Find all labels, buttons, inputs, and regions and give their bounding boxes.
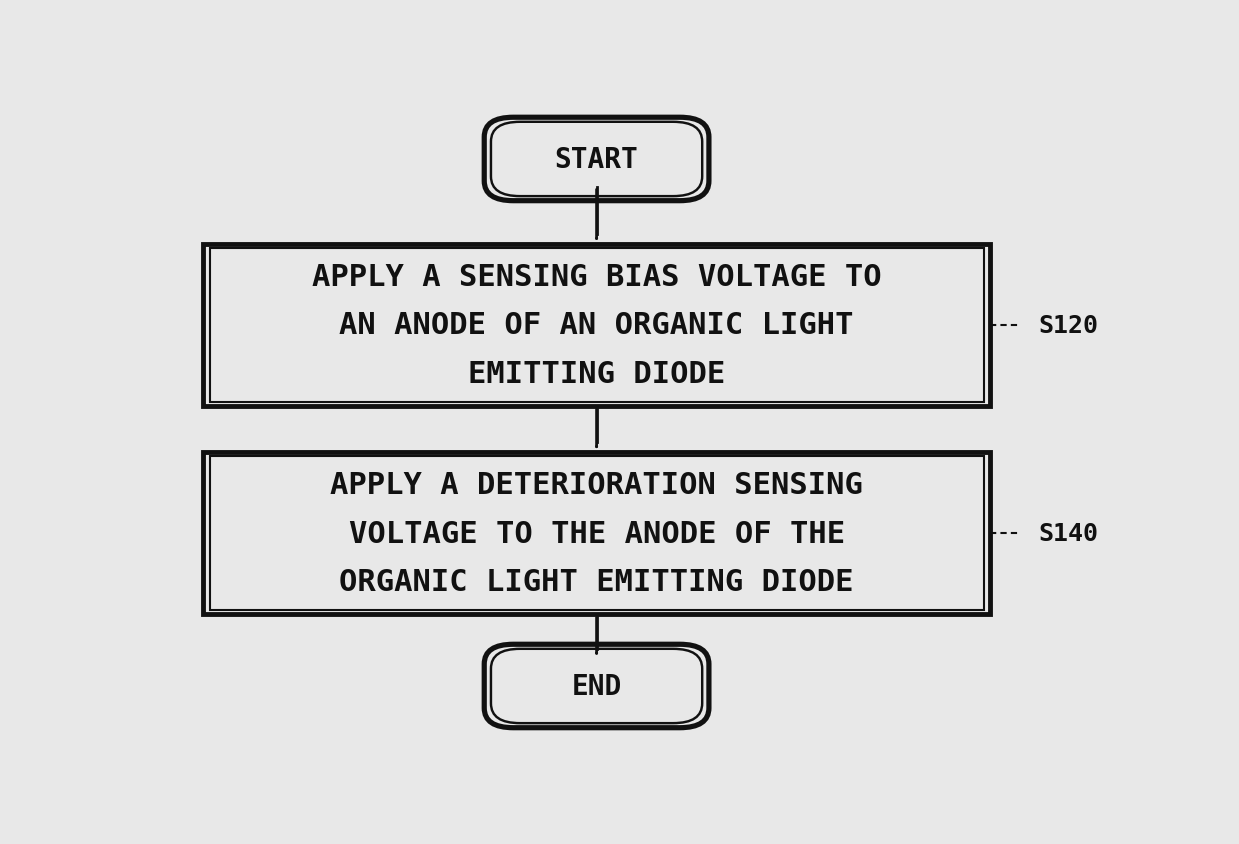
Bar — [209, 249, 984, 403]
Text: AN ANODE OF AN ORGANIC LIGHT: AN ANODE OF AN ORGANIC LIGHT — [339, 311, 854, 340]
Text: START: START — [555, 146, 638, 174]
Bar — [203, 452, 990, 614]
Text: ORGANIC LIGHT EMITTING DIODE: ORGANIC LIGHT EMITTING DIODE — [339, 568, 854, 597]
Bar — [209, 457, 984, 610]
FancyBboxPatch shape — [484, 118, 709, 202]
Text: END: END — [571, 672, 622, 701]
Text: VOLTAGE TO THE ANODE OF THE: VOLTAGE TO THE ANODE OF THE — [348, 519, 845, 548]
Text: APPLY A SENSING BIAS VOLTAGE TO: APPLY A SENSING BIAS VOLTAGE TO — [312, 262, 881, 291]
Text: S120: S120 — [1038, 313, 1098, 338]
FancyBboxPatch shape — [484, 645, 709, 728]
Text: S140: S140 — [1038, 522, 1098, 545]
Text: APPLY A DETERIORATION SENSING: APPLY A DETERIORATION SENSING — [330, 470, 864, 499]
Text: EMITTING DIODE: EMITTING DIODE — [468, 360, 725, 389]
Bar — [203, 244, 990, 407]
